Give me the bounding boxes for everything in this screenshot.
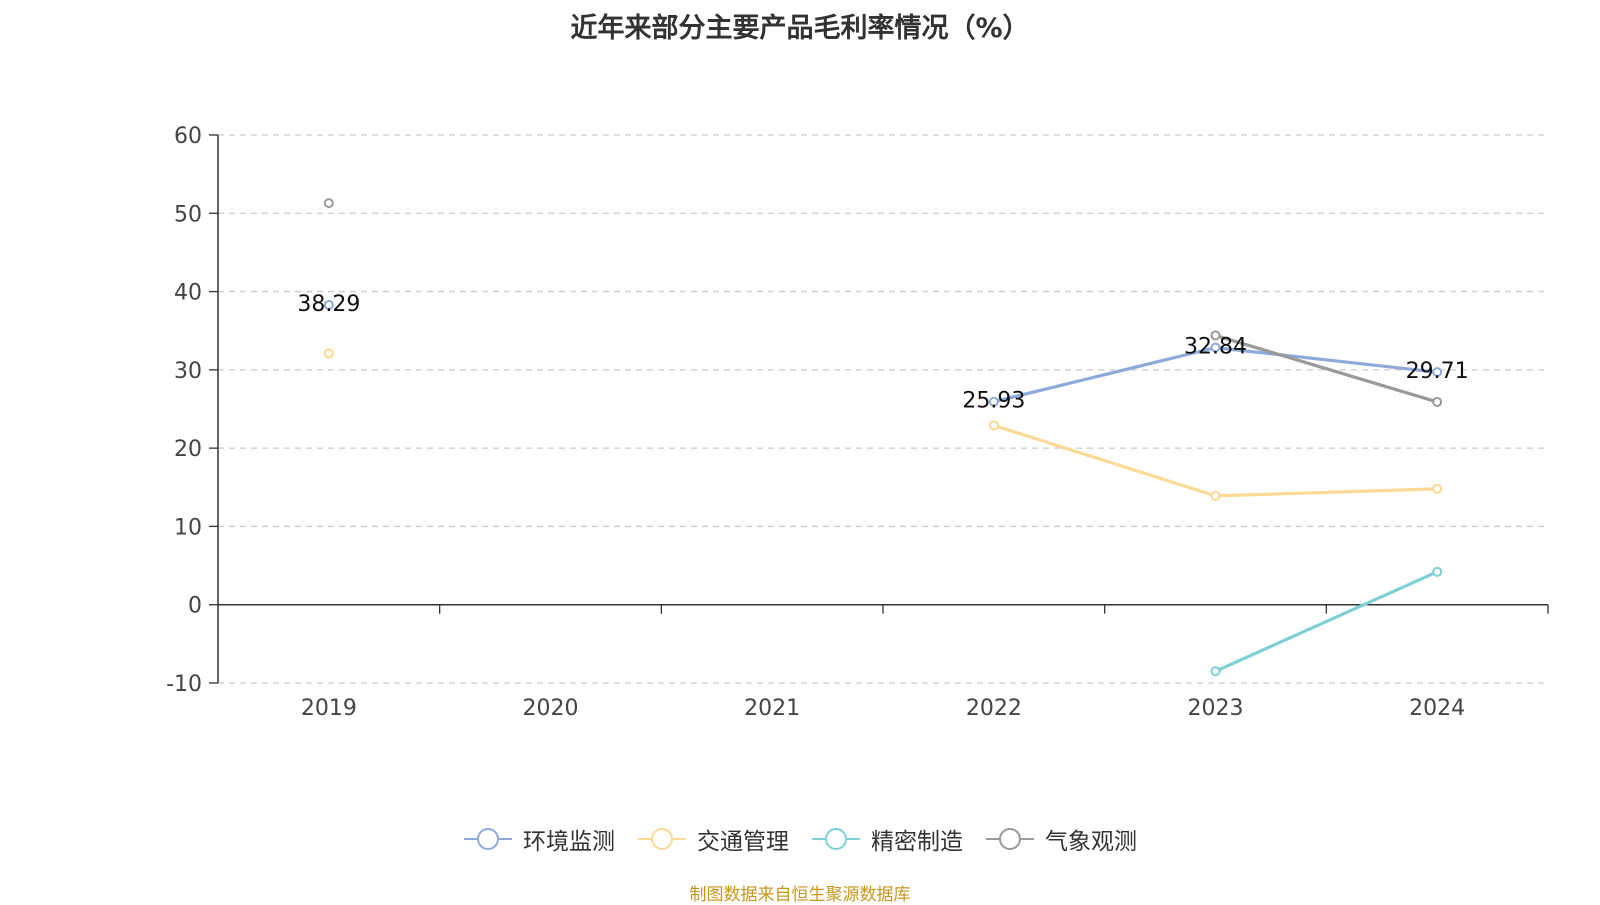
data-point [323,198,334,209]
data-label: 25.93 [962,389,1025,414]
series-line [1215,333,1438,404]
data-label: 38.29 [297,292,360,317]
data-point [323,348,334,359]
legend-marker-icon [812,828,860,850]
legend-item[interactable]: 气象观测 [985,822,1137,856]
series-4 [323,198,1443,407]
data-point [1210,666,1221,677]
data-point [323,299,334,310]
data-point [1210,342,1221,353]
x-tick-label: 2024 [1409,696,1465,721]
line-chart: -10 0 10 20 30 40 50 60 2019 2020 2021 2022 2023 2024… [166,124,1549,721]
x-tick-label: 2019 [301,696,357,721]
series-2 [323,348,1443,501]
y-tick-label: 60 [174,124,202,149]
legend-item[interactable]: 交通管理 [637,822,789,856]
y-tick-label: 50 [174,202,202,227]
x-tick-label: 2020 [523,696,579,721]
legend-label: 气象观测 [1045,829,1137,855]
data-point [1432,367,1443,378]
data-point [1432,566,1443,577]
y-tick-label: 20 [174,437,202,462]
data-point [988,396,999,407]
chart-title: 近年来部分主要产品毛利率情况（%） [570,13,1030,44]
legend-label: 精密制造 [871,829,963,855]
data-point [1210,490,1221,501]
legend-marker-icon [464,828,512,850]
series-1 [323,299,1443,407]
data-point [1432,396,1443,407]
x-tick-label: 2021 [744,696,800,721]
data-label: 29.71 [1406,359,1469,384]
legend-item[interactable]: 环境监测 [463,822,615,856]
legend-item[interactable]: 精密制造 [811,822,963,856]
y-tick-label: 30 [174,359,202,384]
data-point [1210,330,1221,341]
legend-marker-icon [986,828,1034,850]
y-tick-label: 40 [174,281,202,306]
axis-layer: -10 0 10 20 30 40 50 60 2019 2020 2021 2022 2023 2024 [166,124,1549,721]
source-note: 制图数据来自恒生聚源数据库 [689,885,911,905]
grid-layer [218,134,1548,684]
series-layer [323,198,1443,677]
series-line [993,423,1438,498]
legend-marker-icon [638,828,686,850]
y-tick-label: -10 [166,672,202,697]
data-label: 32.84 [1184,335,1247,360]
data-point [1432,483,1443,494]
data-point [988,420,999,431]
x-tick-label: 2023 [1188,696,1244,721]
data-label-layer: 38.29 25.93 32.84 29.71 [297,292,1468,414]
y-tick-label: 0 [188,594,202,619]
y-tick-label: 10 [174,515,202,540]
series-3 [1210,566,1443,677]
legend-label: 环境监测 [523,829,615,855]
legend: 环境监测 交通管理 精密制造 气象观测 [0,822,1600,856]
legend-label: 交通管理 [697,829,789,855]
series-line [1214,570,1438,673]
x-tick-label: 2022 [966,696,1022,721]
